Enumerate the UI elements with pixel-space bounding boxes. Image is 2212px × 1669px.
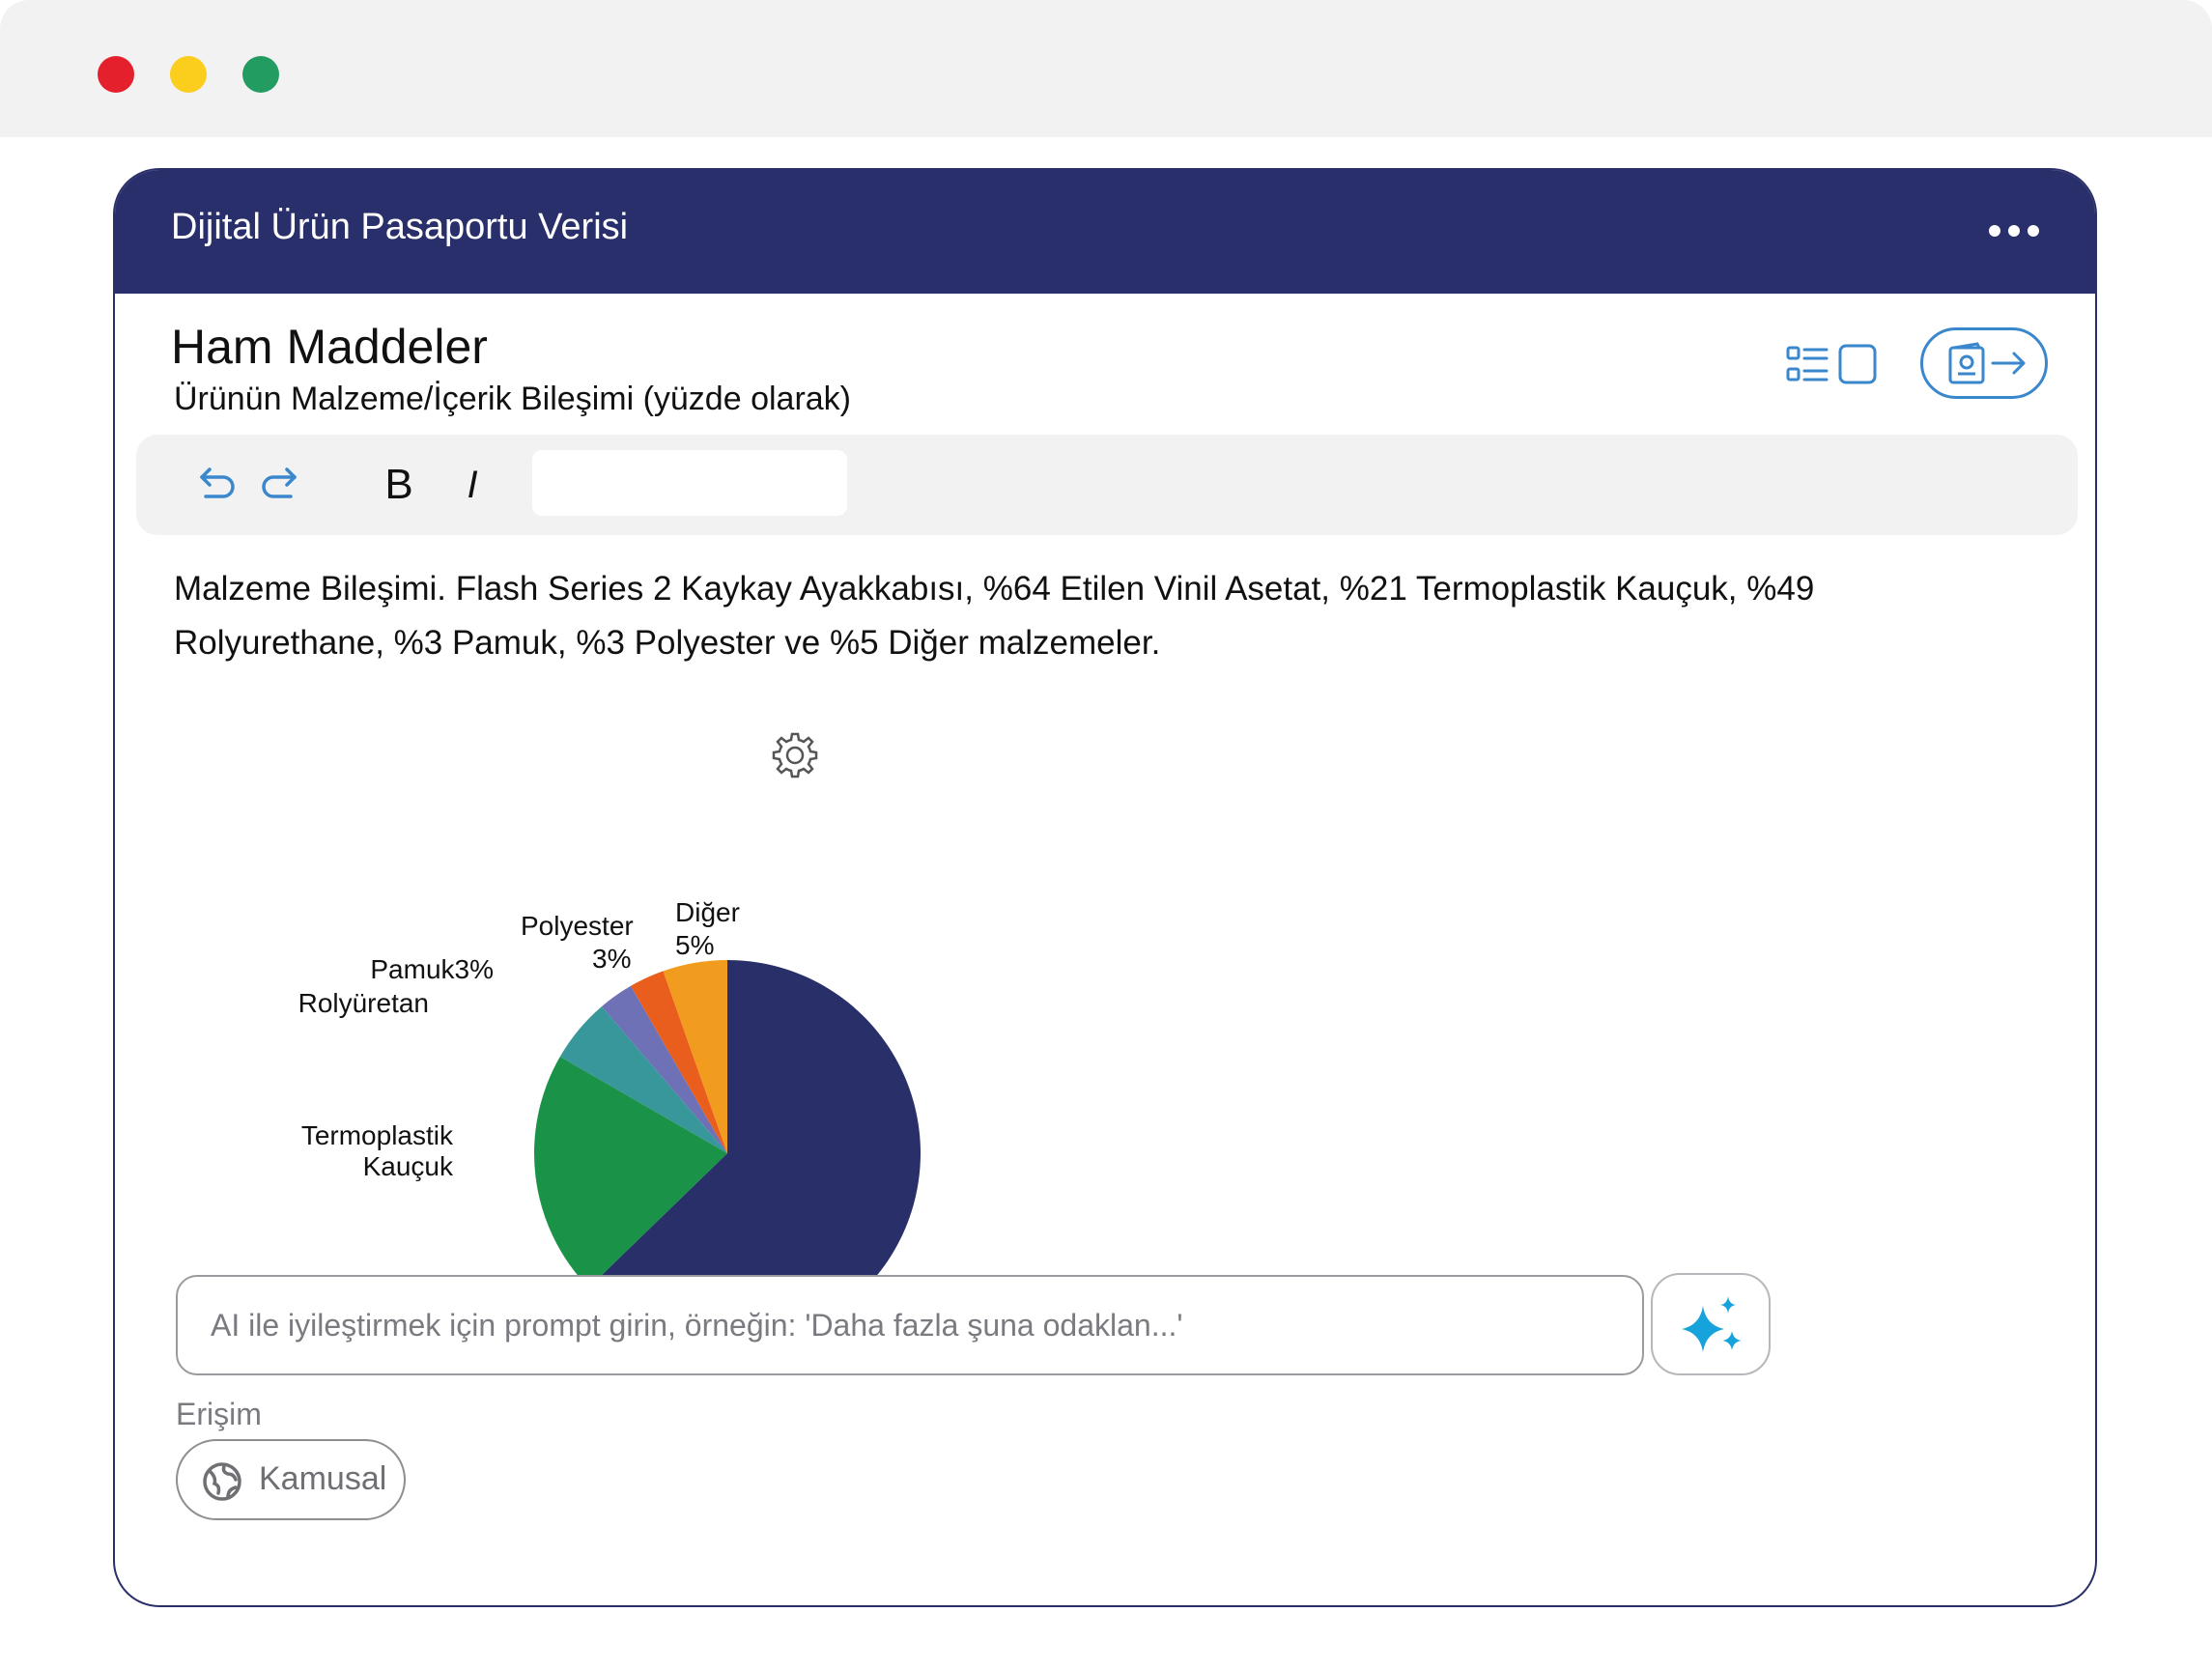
- pie-label-cotton: Pamuk3%: [370, 954, 494, 984]
- section-title: Ham Maddeler: [171, 320, 488, 374]
- passport-export-button[interactable]: [1920, 327, 2048, 399]
- more-horizontal-icon: [2028, 225, 2039, 237]
- pie-slice-polyester: [631, 971, 727, 1153]
- globe-icon: [203, 1462, 241, 1501]
- dpp-card: Dijital Ürün Pasaportu Verisi Ham Maddel…: [113, 168, 2097, 1607]
- pie-slice-other: [663, 960, 727, 1153]
- composition-description: Malzeme Bileşimi. Flash Series 2 Kaykay …: [174, 570, 1815, 662]
- chart-settings-button[interactable]: [770, 730, 820, 780]
- window-titlebar: [0, 0, 2212, 137]
- redo-icon: [262, 467, 297, 498]
- window-maximize-button[interactable]: [242, 56, 279, 93]
- pie-label-other: Diğer: [675, 897, 740, 927]
- italic-button[interactable]: I: [467, 464, 478, 506]
- sparkle-icon: [1682, 1296, 1742, 1352]
- pie-label-pu: Rolyüretan: [298, 988, 429, 1018]
- card-title: Dijital Ürün Pasaportu Verisi: [171, 207, 629, 247]
- ai-enhance-button[interactable]: [1651, 1273, 1771, 1375]
- pie-label-tpu: Termoplastik: [301, 1120, 454, 1150]
- window-close-button[interactable]: [98, 56, 134, 93]
- pie-label-other: 5%: [675, 930, 714, 960]
- gear-icon: [772, 732, 818, 778]
- section-subtitle: Ürünün Malzeme/İçerik Bileşimi (yüzde ol…: [174, 381, 852, 417]
- pie-slice-cotton: [601, 985, 727, 1153]
- passport-export-icon: [1948, 342, 2026, 384]
- list-view-icon: [1786, 344, 1877, 384]
- undo-icon: [200, 467, 235, 498]
- pie-slice-pu: [559, 1006, 727, 1153]
- redo-button[interactable]: [254, 458, 308, 512]
- pie-label-tpu: Kauçuk: [363, 1151, 454, 1181]
- window-minimize-button[interactable]: [170, 56, 207, 93]
- more-options-button[interactable]: [1989, 216, 2039, 245]
- pie-label-polyester: 3%: [592, 944, 631, 974]
- more-horizontal-icon: [2008, 225, 2020, 237]
- view-toggle-button[interactable]: [1786, 342, 1879, 388]
- pie-slice-eva: [588, 960, 921, 1346]
- pie-slice-tpu: [533, 1057, 727, 1288]
- more-horizontal-icon: [1989, 225, 2000, 237]
- access-value: Kamusal: [259, 1460, 387, 1497]
- editor-toolbar: B I: [136, 435, 2078, 535]
- card-header: Dijital Ürün Pasaportu Verisi: [115, 170, 2095, 294]
- pie-label-polyester: Polyester: [521, 911, 634, 941]
- bold-button[interactable]: B: [384, 461, 413, 508]
- undo-button[interactable]: [188, 458, 242, 512]
- toolbar-text-field[interactable]: [532, 450, 847, 516]
- ai-prompt-input[interactable]: [176, 1275, 1644, 1375]
- access-label: Erişim: [176, 1397, 262, 1431]
- access-visibility-button[interactable]: Kamusal: [176, 1439, 406, 1520]
